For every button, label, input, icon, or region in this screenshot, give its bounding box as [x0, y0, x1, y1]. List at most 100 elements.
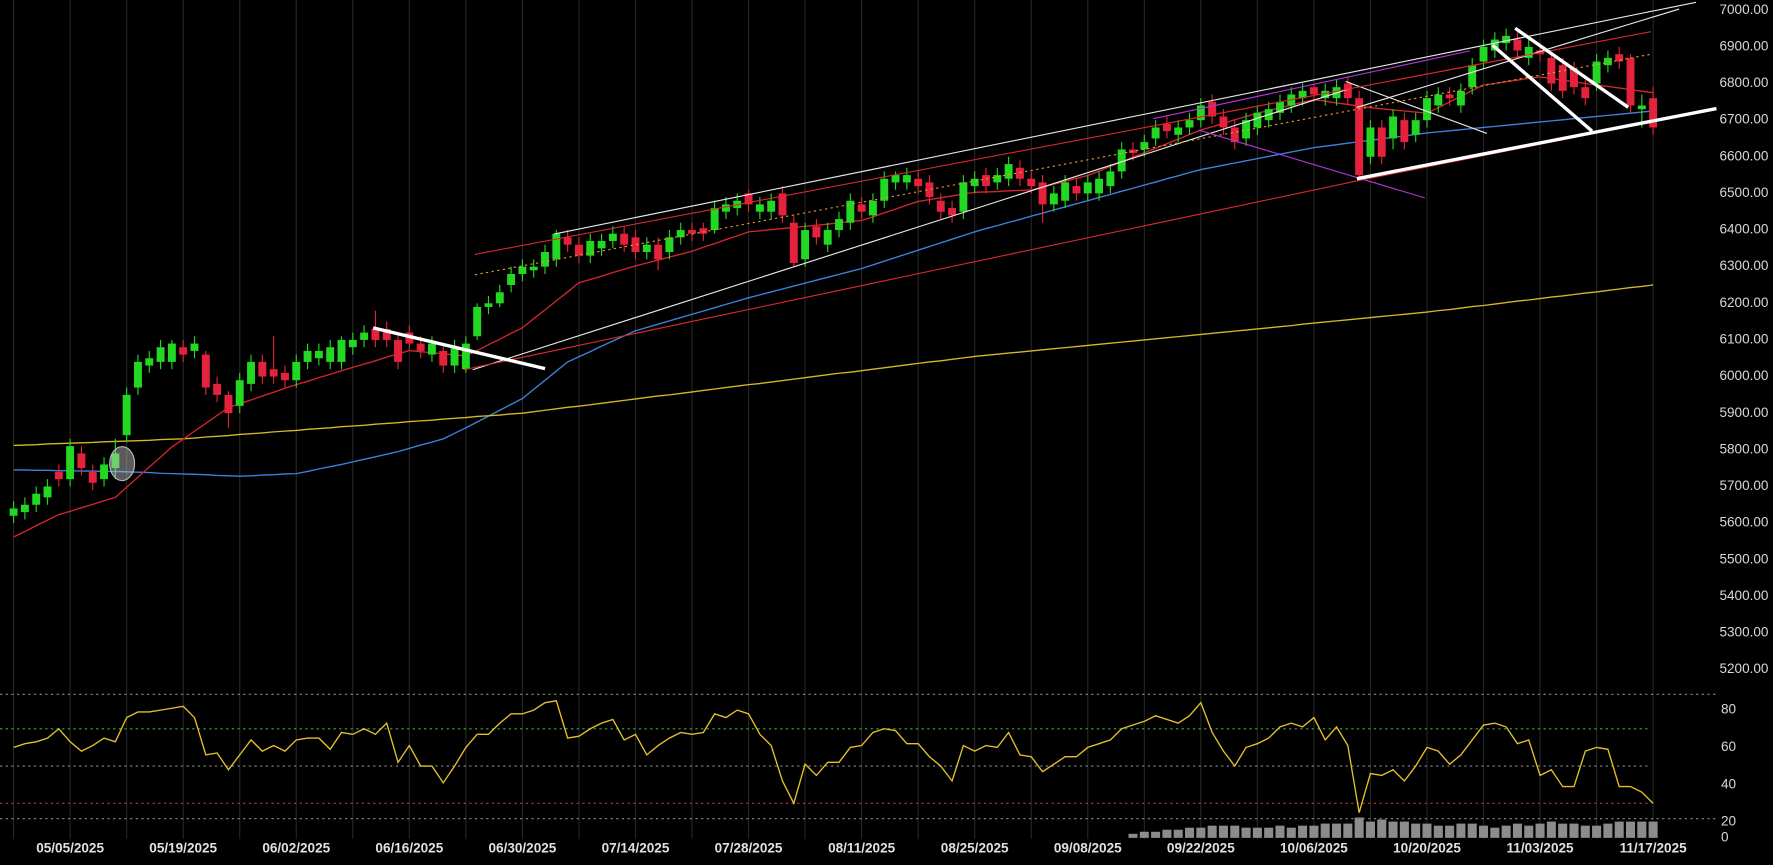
candle-body	[1162, 123, 1171, 132]
y-tick-label: 6900.00	[1719, 38, 1768, 53]
candle-body	[665, 237, 674, 253]
y-tick-label: 5900.00	[1719, 405, 1768, 420]
candle-body	[1355, 98, 1364, 176]
dotted-line	[474, 53, 1651, 276]
volume-bar	[1207, 825, 1217, 838]
volume-bar	[1241, 827, 1251, 838]
volume-bar	[1252, 827, 1262, 838]
candle-body	[201, 354, 210, 388]
drawings	[0, 1, 1717, 820]
candle-body	[439, 350, 448, 366]
candle-body	[507, 273, 516, 285]
candle-body	[1377, 127, 1386, 157]
y-tick-label: 5500.00	[1719, 551, 1768, 566]
trend-line	[1345, 80, 1488, 134]
candle-body	[642, 244, 651, 253]
candle-body	[1049, 193, 1058, 205]
trend-line	[472, 87, 1352, 371]
candle-body	[1502, 35, 1511, 44]
y-tick-label: 6600.00	[1719, 148, 1768, 163]
candle-body	[835, 219, 843, 231]
candle-body	[1309, 87, 1318, 95]
volume-bar	[1185, 827, 1195, 838]
candle-body	[1196, 105, 1205, 121]
candle-body	[314, 350, 323, 359]
volume-bar	[1422, 823, 1432, 838]
candle-body	[473, 306, 482, 337]
candle-body	[823, 230, 832, 245]
candle-body	[1004, 164, 1013, 179]
candle-body	[1072, 186, 1081, 194]
y-tick-label: 6300.00	[1719, 258, 1768, 273]
rsi-tick-label: 40	[1721, 776, 1736, 791]
volume-bar	[1501, 825, 1511, 838]
candle-body	[88, 471, 97, 483]
grid	[0, 0, 1654, 839]
candle-body	[1253, 112, 1262, 128]
volume-bar	[1230, 825, 1240, 838]
candle-body	[450, 347, 459, 366]
candle-body	[1061, 182, 1070, 201]
candle-body	[1524, 46, 1533, 58]
volume-bar	[1275, 825, 1285, 838]
candle-body	[1027, 178, 1036, 187]
volume-bar	[1377, 819, 1387, 838]
candle-body	[1106, 171, 1115, 187]
candle-body	[789, 222, 798, 264]
candle-body	[710, 208, 719, 231]
candle-body	[1637, 105, 1646, 110]
candle-body	[348, 339, 357, 348]
candle-body	[66, 446, 75, 480]
candle-body	[597, 241, 606, 249]
channel-line	[474, 31, 1651, 255]
y-tick-label: 5200.00	[1719, 661, 1768, 676]
volume-bar	[1614, 821, 1624, 838]
volume-bar	[1365, 821, 1375, 838]
x-tick-label: 05/19/2025	[149, 841, 217, 856]
trend-line-bold	[372, 326, 546, 371]
rsi-tick-label: 60	[1721, 739, 1736, 754]
candle-body	[1513, 39, 1522, 51]
volume-bar	[1648, 821, 1658, 838]
volume-bar	[1151, 831, 1161, 838]
candle-body	[1242, 120, 1251, 139]
candle-body	[303, 350, 312, 362]
candle-body	[32, 493, 41, 505]
moving-average	[13, 284, 1654, 447]
y-tick-label: 5800.00	[1719, 441, 1768, 456]
candle-body	[812, 226, 821, 238]
y-tick-label: 6000.00	[1719, 368, 1768, 383]
candle-body	[360, 332, 369, 340]
candle-body	[925, 182, 934, 198]
candle-body	[1592, 61, 1601, 84]
candle-body	[518, 266, 527, 274]
candle-body	[1603, 57, 1612, 66]
volume-bar	[1580, 825, 1590, 838]
candle-body	[1174, 127, 1183, 135]
y-tick-label: 5600.00	[1719, 515, 1768, 530]
volume-bar	[1512, 823, 1522, 838]
candle-body	[767, 200, 776, 212]
x-tick-label: 09/08/2025	[1054, 841, 1122, 856]
candle-body	[586, 241, 595, 256]
labels: 5200.00 5300.00 5400.00 5500.00 5600.00 5700.…	[36, 2, 1768, 856]
rsi-tick-label: 20	[1721, 814, 1736, 829]
candle-body	[721, 204, 730, 212]
candle-body	[1185, 120, 1194, 128]
volume-bar	[1411, 823, 1421, 838]
volume-bar	[1173, 829, 1183, 838]
candle-body	[1015, 167, 1024, 179]
candle-body	[857, 204, 866, 212]
x-tick-label: 07/14/2025	[602, 841, 670, 856]
candle-body	[1445, 94, 1454, 99]
candle-body	[959, 182, 968, 212]
channel-line	[463, 180, 1357, 371]
volume-bar	[1433, 825, 1443, 838]
candle-body	[1649, 98, 1658, 128]
candle-body	[1321, 90, 1330, 99]
volume-bar	[1445, 825, 1455, 838]
candle-body	[1389, 116, 1398, 139]
